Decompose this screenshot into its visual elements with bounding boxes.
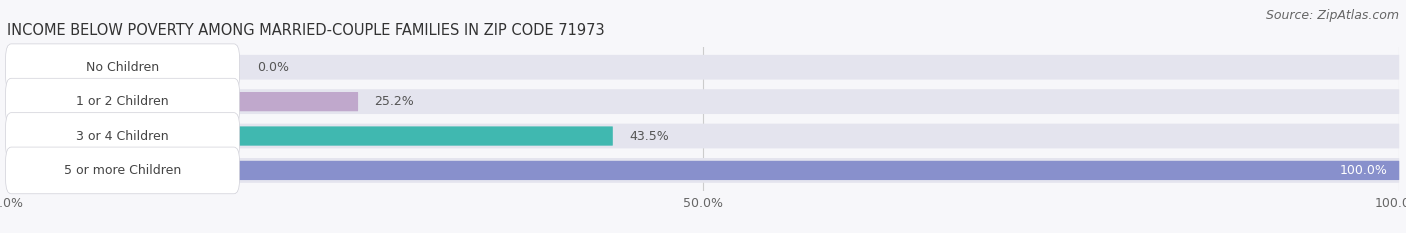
FancyBboxPatch shape [7, 55, 1399, 80]
FancyBboxPatch shape [7, 158, 1399, 183]
Text: 3 or 4 Children: 3 or 4 Children [76, 130, 169, 143]
FancyBboxPatch shape [6, 78, 239, 125]
FancyBboxPatch shape [7, 89, 1399, 114]
FancyBboxPatch shape [7, 92, 359, 111]
FancyBboxPatch shape [7, 126, 613, 146]
FancyBboxPatch shape [6, 147, 239, 194]
Text: INCOME BELOW POVERTY AMONG MARRIED-COUPLE FAMILIES IN ZIP CODE 71973: INCOME BELOW POVERTY AMONG MARRIED-COUPL… [7, 24, 605, 38]
FancyBboxPatch shape [7, 161, 1399, 180]
Text: 1 or 2 Children: 1 or 2 Children [76, 95, 169, 108]
Text: No Children: No Children [86, 61, 159, 74]
FancyBboxPatch shape [6, 113, 239, 159]
Text: Source: ZipAtlas.com: Source: ZipAtlas.com [1265, 9, 1399, 22]
FancyBboxPatch shape [7, 124, 1399, 148]
FancyBboxPatch shape [6, 44, 239, 91]
Text: 0.0%: 0.0% [257, 61, 290, 74]
Text: 100.0%: 100.0% [1340, 164, 1388, 177]
Text: 25.2%: 25.2% [374, 95, 415, 108]
Text: 5 or more Children: 5 or more Children [63, 164, 181, 177]
Text: 43.5%: 43.5% [630, 130, 669, 143]
